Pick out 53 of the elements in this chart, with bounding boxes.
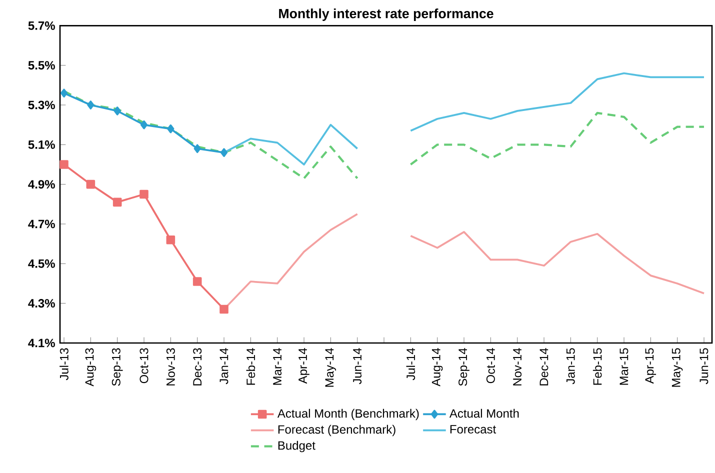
point	[87, 100, 94, 110]
y-tick-label: 4.9%	[28, 180, 55, 189]
x-tick-label: Nov-13	[166, 348, 175, 386]
x-tick-label: Aug-14	[432, 348, 443, 386]
legend-label: Actual Month (Benchmark)	[277, 408, 419, 420]
x-tick-label: Aug-13	[85, 348, 96, 386]
x-tick-label: Nov-14	[513, 348, 522, 386]
point	[114, 106, 121, 116]
y-tick-label: 4.5%	[28, 259, 55, 268]
x-tick-label: Jul-14	[406, 348, 416, 380]
point	[60, 160, 68, 169]
y-tick-label: 5.3%	[28, 100, 55, 110]
x-tick-label: May-15	[672, 348, 683, 387]
x-tick-label: Jun-15	[700, 348, 708, 384]
y-tick-label: 4.1%	[28, 338, 55, 348]
x-tick-label: Feb-14	[246, 348, 256, 385]
y-tick-label: 5.7%	[28, 21, 55, 30]
point	[86, 180, 96, 189]
x-tick-label: Mar-14	[273, 348, 282, 385]
x-tick-label: Sep-14	[458, 348, 470, 386]
point	[194, 144, 201, 154]
x-tick-label: Dec-13	[193, 348, 202, 386]
x-tick-label: Dec-14	[540, 348, 548, 386]
legend-label: Actual Month	[449, 408, 519, 418]
point	[167, 124, 174, 134]
y-tick-label: 4.7%	[28, 220, 55, 228]
x-tick-label: Jul-13	[60, 348, 68, 380]
x-tick-label: May-14	[325, 348, 336, 387]
x-tick-label: Jan-15	[566, 348, 575, 384]
legend-label: Forecast	[450, 425, 496, 434]
x-tick-label: Oct-13	[140, 348, 148, 384]
point	[220, 304, 228, 314]
legend-label: Forecast (Benchmark)	[278, 424, 396, 436]
point	[140, 120, 148, 130]
x-tick-label: Sep-13	[112, 348, 123, 386]
point	[192, 277, 202, 286]
x-tick-label: Jun-14	[353, 348, 362, 384]
x-tick-label: Feb-15	[592, 348, 602, 385]
x-tick-label: Apr-14	[298, 348, 310, 384]
chart-title: Monthly interest rate performance	[279, 8, 494, 21]
x-tick-label: Jan-14	[220, 348, 228, 384]
point	[166, 235, 176, 244]
x-tick-label: Apr-15	[645, 348, 656, 384]
point	[220, 148, 228, 157]
y-tick-label: 5.5%	[28, 61, 55, 70]
point	[60, 88, 68, 98]
y-tick-label: 5.1%	[28, 140, 55, 149]
x-tick-label: Mar-15	[620, 348, 628, 385]
y-tick-label: 4.3%	[28, 299, 55, 308]
x-tick-label: Oct-14	[486, 348, 495, 384]
legend-label: Budget	[278, 440, 316, 452]
point	[112, 198, 122, 207]
point	[140, 190, 148, 199]
